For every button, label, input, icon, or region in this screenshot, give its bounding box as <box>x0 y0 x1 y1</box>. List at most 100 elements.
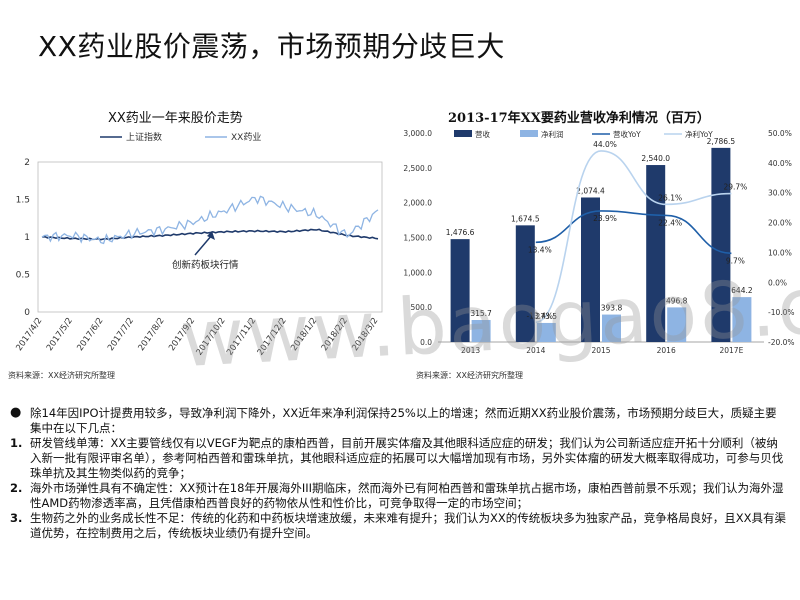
y-tick-label: 3,000.0 <box>403 129 432 138</box>
y2-tick-label: 50.0% <box>768 129 792 138</box>
point-text: 生物药之外的业务成长性不足：传统的化药和中药板块增速放缓，未来难有提升；我们认为… <box>30 511 787 540</box>
bar-revenue <box>646 165 666 342</box>
x-tick-label: 2013 <box>461 346 480 355</box>
bar-net-profit <box>471 320 491 342</box>
point-text: 研发管线单薄：XX主要管线仅有以VEGF为靶点的康柏西普，目前开展实体瘤及其他眼… <box>30 436 784 480</box>
legend-label: 净利润 <box>541 129 564 139</box>
y-tick-label: 1.5 <box>16 196 30 206</box>
y-tick-label: 1 <box>24 233 30 243</box>
x-tick-label: 2017E <box>719 346 743 355</box>
data-label: 1,674.5 <box>511 214 540 223</box>
y2-tick-label: 20.0% <box>768 219 792 228</box>
point-number: 1. <box>10 436 23 450</box>
bar-net-profit <box>536 322 556 342</box>
intro-text: 除14年因IPO计提费用较多，导致净利润下降外，XX近年来净利润保持25%以上的… <box>30 406 777 435</box>
x-tick-label: 2015 <box>591 346 610 355</box>
yoy-label: 13.4% <box>528 245 552 254</box>
data-label: 644.2 <box>731 286 753 295</box>
point-3: 3. 生物药之外的业务成长性不足：传统的化药和中药板块增速放缓，未来难有提升；我… <box>8 511 788 541</box>
y-tick-label: 1,000.0 <box>403 268 432 277</box>
y-tick-label: 0.0 <box>420 338 432 347</box>
data-label: 2,540.0 <box>641 154 670 163</box>
y2-tick-label: 40.0% <box>768 159 792 168</box>
y2-tick-label: -10.0% <box>768 308 795 317</box>
x-tick-label: 2017/9/2 <box>167 316 197 353</box>
data-label: 315.7 <box>470 309 492 318</box>
y2-tick-label: 0.0% <box>768 278 787 287</box>
y-tick-label: 2,500.0 <box>403 164 432 173</box>
point-2: 2. 海外市场弹性具有不确定性：XX预计在18年开展海外III期临床，然而海外已… <box>8 481 788 511</box>
x-tick-label: 2017/12/2 <box>256 316 289 357</box>
series-line-sse-index <box>41 228 379 241</box>
yoy-label: -13.4% <box>527 311 554 320</box>
x-tick-label: 2014 <box>526 346 545 355</box>
x-tick-label: 2018/2/2 <box>320 316 350 353</box>
bar-revenue <box>581 197 600 342</box>
yoy-label: 29.7% <box>723 183 747 192</box>
bar-revenue <box>450 239 470 342</box>
data-label: 496.8 <box>666 296 688 305</box>
x-tick-label: 2018/1/2 <box>289 316 319 353</box>
point-number: 2. <box>10 481 23 495</box>
x-tick-label: 2017/6/2 <box>75 316 105 353</box>
chart1-title: XX药业一年来股价走势 <box>108 111 243 126</box>
x-tick-label: 2017/7/2 <box>106 316 136 353</box>
legend-label: 营收YoY <box>613 129 641 139</box>
y-tick-label: 0 <box>24 308 30 318</box>
annotation-label: 创新药板块行情 <box>172 259 239 271</box>
data-label: 1,476.6 <box>446 228 475 237</box>
legend-label: 净利YoY <box>685 129 713 139</box>
y-tick-label: 0.5 <box>16 271 30 281</box>
bar-revenue <box>711 147 731 342</box>
x-tick-label: 2017/10/2 <box>195 316 228 357</box>
point-number: 3. <box>10 511 23 525</box>
revenue-profit-chart: 0.0 500.0 1,000.0 1,500.0 2,000.0 2,500.0 3,00… <box>403 129 795 355</box>
y2-tick-label: 10.0% <box>768 248 792 257</box>
annotation-arrowhead <box>207 231 215 240</box>
bar-revenue <box>515 225 535 342</box>
stock-price-chart: 0 0.5 1 1.5 2 2017/4/2 2017/5/2 2017/6/2 2017/7/… <box>14 131 383 357</box>
chart2-source: 资料来源：XX经济研究所整理 <box>416 371 523 380</box>
x-tick-label: 2018/3/2 <box>350 316 380 353</box>
chart2-title: 2013-17年XX要药业营收净利情况（百万） <box>448 111 710 126</box>
legend-label: 上证指数 <box>126 131 162 143</box>
plot-frame <box>37 161 383 313</box>
yoy-label: 22.4% <box>658 218 682 227</box>
legend-swatch <box>454 130 472 137</box>
y-tick-label: 1,500.0 <box>403 234 432 243</box>
chart1-source: 资料来源：XX经济研究所整理 <box>8 371 115 380</box>
series-line-xx-pharma <box>41 195 379 245</box>
x-tick-label: 2017/11/2 <box>225 316 258 357</box>
yoy-label: 44.0% <box>593 140 617 149</box>
y-tick-label: 2,000.0 <box>403 199 432 208</box>
x-tick-label: 2016 <box>657 346 676 355</box>
yoy-label: 9.7% <box>726 256 745 265</box>
bar-net-profit <box>602 314 621 342</box>
yoy-label: 23.9% <box>593 214 617 223</box>
x-tick-label: 2017/8/2 <box>137 316 167 353</box>
point-1: 1. 研发管线单薄：XX主要管线仅有以VEGF为靶点的康柏西普，目前开展实体瘤及… <box>8 436 788 481</box>
bar-net-profit <box>732 297 752 342</box>
point-text: 海外市场弹性具有不确定性：XX预计在18年开展海外III期临床，然而海外已有阿柏… <box>30 481 784 510</box>
bullet-icon: ● <box>10 405 22 420</box>
legend-label: 营收 <box>475 129 490 139</box>
y2-tick-label: 30.0% <box>768 189 792 198</box>
data-label: 393.8 <box>601 304 623 313</box>
legend-swatch <box>520 130 538 137</box>
data-label: 2,786.5 <box>707 137 736 146</box>
line-revenue-yoy <box>535 210 732 255</box>
x-tick-label: 2017/5/2 <box>45 316 75 353</box>
y2-tick-label: -20.0% <box>768 338 795 347</box>
annotation-arrow <box>194 234 213 256</box>
data-label: 2,074.4 <box>576 186 605 195</box>
page-title: XX药业股价震荡，市场预期分歧巨大 <box>38 30 505 63</box>
y-tick-label: 2 <box>24 158 30 168</box>
analysis-text: ● 除14年因IPO计提费用较多，导致净利润下降外，XX近年来净利润保持25%以… <box>8 405 788 541</box>
x-tick-label: 2017/4/2 <box>14 316 44 353</box>
y-tick-label: 500.0 <box>411 303 433 312</box>
line-profit-yoy <box>535 150 732 324</box>
yoy-label: 26.1% <box>658 193 682 202</box>
legend-label: XX药业 <box>231 132 261 143</box>
intro-paragraph: ● 除14年因IPO计提费用较多，导致净利润下降外，XX近年来净利润保持25%以… <box>8 405 788 436</box>
bar-net-profit <box>667 307 687 342</box>
